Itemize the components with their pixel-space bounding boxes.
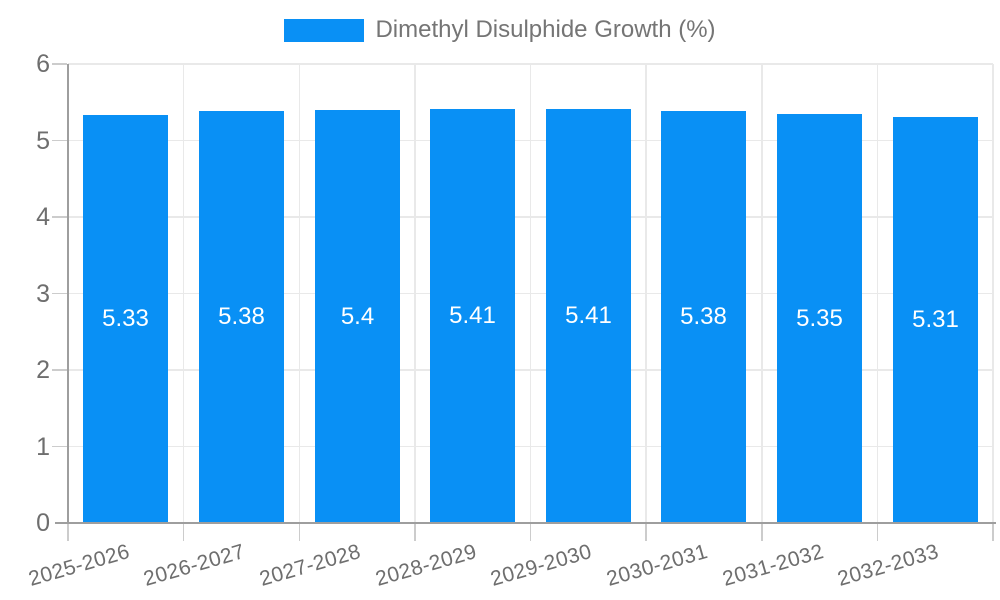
x-tick-label: 2028-2029 (372, 540, 480, 591)
bar-value-label: 5.41 (449, 301, 496, 329)
gridline-vertical (182, 64, 185, 523)
gridline-vertical (876, 64, 879, 523)
y-tick (52, 139, 67, 142)
bar: 5.41 (546, 109, 631, 523)
x-tick (992, 524, 994, 541)
gridline-vertical (529, 64, 532, 523)
x-tick (182, 524, 185, 541)
gridline-vertical (645, 64, 647, 523)
bar-value-label: 5.38 (680, 302, 727, 330)
legend[interactable]: Dimethyl Disulphide Growth (%) (0, 16, 1000, 44)
y-tick (52, 292, 67, 295)
bar-value-label: 5.4 (340, 302, 375, 330)
y-tick (52, 445, 67, 448)
x-tick-label: 2030-2031 (603, 540, 711, 591)
y-tick-label: 5 (36, 126, 50, 155)
gridline-vertical (298, 64, 300, 523)
gridline-vertical (761, 64, 763, 523)
x-tick (414, 524, 416, 541)
legend-swatch (284, 18, 365, 42)
bar-value-label: 5.38 (218, 302, 265, 330)
y-tick (52, 216, 67, 218)
x-tick (645, 524, 647, 541)
bar: 5.38 (199, 111, 284, 523)
x-tick (298, 524, 300, 541)
bar: 5.35 (777, 114, 862, 523)
y-tick (52, 63, 67, 65)
plot-area: 5.33 5.38 5.4 5.41 5.41 5.38 5.35 5.31 (68, 63, 994, 523)
x-tick (876, 524, 879, 541)
bar: 5.38 (661, 111, 746, 523)
bar-value-label: 5.33 (102, 304, 149, 332)
x-tick-label: 2027-2028 (257, 540, 364, 591)
x-tick-label: 2026-2027 (141, 540, 248, 591)
x-tick (67, 524, 69, 541)
y-tick-label: 4 (36, 203, 50, 231)
x-tick-label: 2029-2030 (488, 540, 595, 591)
y-tick (52, 369, 67, 371)
bar: 5.41 (430, 109, 515, 523)
bar-value-label: 5.31 (912, 306, 959, 334)
bar: 5.31 (893, 117, 978, 523)
x-tick-label: 2025-2026 (25, 540, 133, 591)
x-tick (761, 524, 763, 541)
legend-label: Dimethyl Disulphide Growth (%) (375, 16, 716, 43)
y-tick-label: 3 (36, 279, 50, 308)
gridline-vertical (992, 64, 994, 523)
x-axis-line (55, 521, 996, 524)
x-tick-label: 2031-2032 (719, 540, 826, 591)
bar-value-label: 5.35 (796, 304, 843, 332)
y-axis-line (66, 64, 69, 541)
x-tick-label: 2032-2033 (835, 540, 942, 591)
gridline-vertical (414, 64, 416, 523)
y-tick-label: 1 (36, 432, 50, 461)
bar-value-label: 5.41 (565, 301, 612, 329)
y-tick-label: 6 (36, 50, 50, 78)
y-tick-label: 2 (36, 356, 50, 384)
y-tick-label: 0 (36, 509, 50, 537)
bar: 5.33 (83, 115, 168, 523)
x-tick (529, 524, 532, 541)
bar: 5.4 (315, 110, 400, 523)
